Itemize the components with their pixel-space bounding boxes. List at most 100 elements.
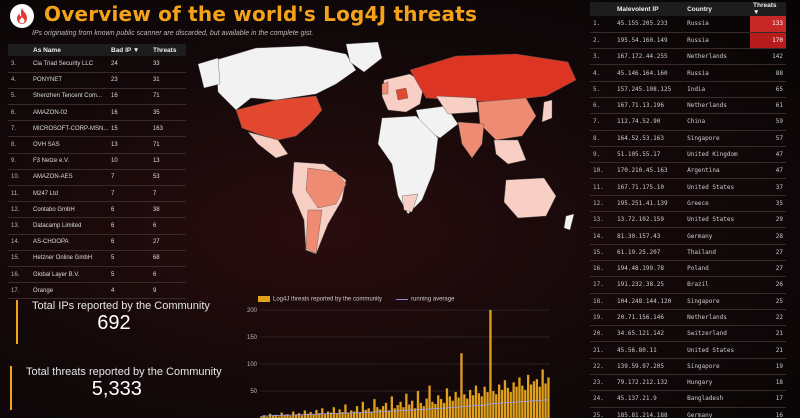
chart-bar[interactable] bbox=[518, 377, 521, 418]
table-row[interactable]: 3. 167.172.44.255 Netherlands 142 bbox=[590, 48, 786, 66]
chart-bar[interactable] bbox=[442, 402, 446, 418]
table-row[interactable]: 9. 51.105.55.17 United Kingdom 47 bbox=[590, 146, 786, 164]
chart-bar[interactable] bbox=[483, 386, 486, 418]
table-row[interactable]: 15. Hetzner Online GmbH 5 68 bbox=[8, 250, 186, 267]
chart-bar[interactable] bbox=[451, 400, 454, 418]
map-japan[interactable] bbox=[541, 99, 553, 123]
table-row[interactable]: 10. AMAZON-AES 7 53 bbox=[8, 169, 186, 187]
chart-bar[interactable] bbox=[471, 395, 475, 418]
chart-bar[interactable] bbox=[370, 411, 373, 418]
chart-bar[interactable] bbox=[422, 406, 425, 418]
table-row[interactable]: 10. 170.210.45.163 Argentina 47 bbox=[590, 162, 786, 180]
chart-bar[interactable] bbox=[405, 393, 408, 418]
chart-bar[interactable] bbox=[495, 394, 498, 418]
table-row[interactable]: 5. 157.245.108.125 India 65 bbox=[590, 81, 786, 98]
table-row[interactable]: 3. Cia Triad Security LLC 24 33 bbox=[8, 56, 186, 73]
chart-bar[interactable] bbox=[266, 416, 269, 418]
chart-bar[interactable] bbox=[411, 400, 414, 418]
table-row[interactable]: 9. F3 Netze e.V. 10 13 bbox=[8, 153, 186, 170]
chart-bar[interactable] bbox=[286, 414, 289, 418]
chart-bar[interactable] bbox=[547, 377, 550, 418]
map-uk[interactable] bbox=[381, 81, 389, 95]
chart-bar[interactable] bbox=[544, 383, 547, 418]
chart-bar[interactable] bbox=[312, 414, 315, 418]
chart-bar[interactable] bbox=[503, 380, 507, 418]
col-country[interactable]: Country bbox=[684, 2, 750, 16]
map-africa[interactable] bbox=[377, 115, 439, 215]
table-row[interactable]: 12. Contabo GmbH 6 38 bbox=[8, 201, 186, 219]
chart-bar[interactable] bbox=[384, 402, 388, 418]
table-row[interactable]: 6. AMAZON-02 16 35 bbox=[8, 104, 186, 122]
chart-bar[interactable] bbox=[480, 396, 483, 418]
table-row[interactable]: 16. 194.48.199.78 Poland 27 bbox=[590, 260, 786, 278]
map-china[interactable] bbox=[477, 97, 537, 141]
map-alaska[interactable] bbox=[197, 57, 221, 89]
chart-bar[interactable] bbox=[289, 415, 292, 418]
table-row[interactable]: 21. 45.56.80.11 United States 21 bbox=[590, 341, 786, 359]
chart-bar[interactable] bbox=[509, 392, 512, 418]
chart-bar[interactable] bbox=[445, 388, 449, 418]
map-australia[interactable] bbox=[503, 177, 557, 219]
map-southeast-asia[interactable] bbox=[493, 139, 527, 165]
map-mexico[interactable] bbox=[247, 131, 289, 159]
chart-bar[interactable] bbox=[425, 398, 428, 418]
chart-bar[interactable] bbox=[367, 408, 370, 418]
chart-bar[interactable] bbox=[489, 310, 492, 418]
table-row[interactable]: 11. 167.71.175.10 United States 37 bbox=[590, 178, 786, 196]
table-row[interactable]: 5. Shenzhen Tencent Com... 16 71 bbox=[8, 88, 186, 106]
table-row[interactable]: 22. 139.59.97.205 Singapore 19 bbox=[590, 358, 786, 376]
chart-bar[interactable] bbox=[355, 406, 359, 418]
table-row[interactable]: 4. PONYNET 23 31 bbox=[8, 72, 186, 89]
table-row[interactable]: 8. 164.52.53.163 Singapore 57 bbox=[590, 130, 786, 147]
chart-bar[interactable] bbox=[263, 415, 266, 418]
table-row[interactable]: 6. 167.71.13.196 Netherlands 61 bbox=[590, 97, 786, 115]
chart-bar[interactable] bbox=[353, 411, 356, 418]
chart-bar[interactable] bbox=[326, 411, 330, 418]
table-row[interactable]: 24. 45.137.21.9 Bangladesh 17 bbox=[590, 390, 786, 408]
chart-bar[interactable] bbox=[341, 412, 344, 418]
col-as-name[interactable]: As Name bbox=[30, 44, 108, 56]
chart-bar[interactable] bbox=[498, 384, 501, 418]
chart-bar[interactable] bbox=[500, 389, 504, 418]
table-row[interactable]: 16. Global Layer B.V. 5 6 bbox=[8, 266, 186, 284]
table-row[interactable]: 8. OVH SAS 13 71 bbox=[8, 136, 186, 154]
map-south-africa[interactable] bbox=[401, 193, 419, 213]
chart-bar[interactable] bbox=[419, 402, 422, 418]
chart-bar[interactable] bbox=[306, 413, 309, 418]
table-row[interactable]: 17. 191.232.38.25 Brazil 26 bbox=[590, 276, 786, 294]
chart-bar[interactable] bbox=[373, 399, 376, 418]
chart-bar[interactable] bbox=[350, 410, 353, 418]
map-canada[interactable] bbox=[215, 45, 357, 111]
chart-bar[interactable] bbox=[399, 401, 402, 418]
table-row[interactable]: 15. 61.19.25.207 Thailand 27 bbox=[590, 244, 786, 261]
chart-bar[interactable] bbox=[512, 382, 515, 418]
map-germany[interactable] bbox=[395, 87, 409, 101]
chart-bar[interactable] bbox=[541, 369, 544, 418]
chart-bar[interactable] bbox=[538, 386, 541, 418]
map-usa[interactable] bbox=[235, 95, 323, 141]
table-row[interactable]: 18. 104.248.144.120 Singapore 25 bbox=[590, 293, 786, 310]
table-row[interactable]: 14. AS-CHOOPA 6 27 bbox=[8, 234, 186, 251]
chart-bar[interactable] bbox=[277, 416, 280, 418]
chart-bar[interactable] bbox=[466, 398, 469, 418]
table-row[interactable]: 14. 81.30.157.43 Germany 28 bbox=[590, 227, 786, 245]
chart-bar[interactable] bbox=[390, 396, 393, 418]
chart-bar[interactable] bbox=[532, 381, 536, 418]
chart-bar[interactable] bbox=[358, 412, 362, 418]
world-threat-map[interactable] bbox=[196, 40, 586, 270]
chart-bar[interactable] bbox=[376, 407, 379, 418]
table-row[interactable]: 1. 45.155.205.233 Russia 133 bbox=[590, 16, 786, 33]
chart-bar[interactable] bbox=[382, 406, 385, 418]
map-brazil[interactable] bbox=[305, 167, 347, 209]
table-row[interactable]: 20. 34.65.121.142 Switzerland 21 bbox=[590, 325, 786, 343]
map-greenland[interactable] bbox=[345, 41, 383, 73]
chart-bar[interactable] bbox=[437, 395, 440, 418]
table-row[interactable]: 19. 20.71.156.146 Netherlands 22 bbox=[590, 309, 786, 327]
chart-bar[interactable] bbox=[413, 408, 417, 418]
map-argentina[interactable] bbox=[305, 209, 323, 255]
chart-bar[interactable] bbox=[431, 401, 434, 418]
map-new-zealand[interactable] bbox=[563, 213, 575, 231]
chart-bar[interactable] bbox=[474, 385, 478, 418]
chart-bar[interactable] bbox=[347, 413, 350, 418]
col-bad-ip[interactable]: Bad IP ▼ bbox=[108, 44, 150, 56]
